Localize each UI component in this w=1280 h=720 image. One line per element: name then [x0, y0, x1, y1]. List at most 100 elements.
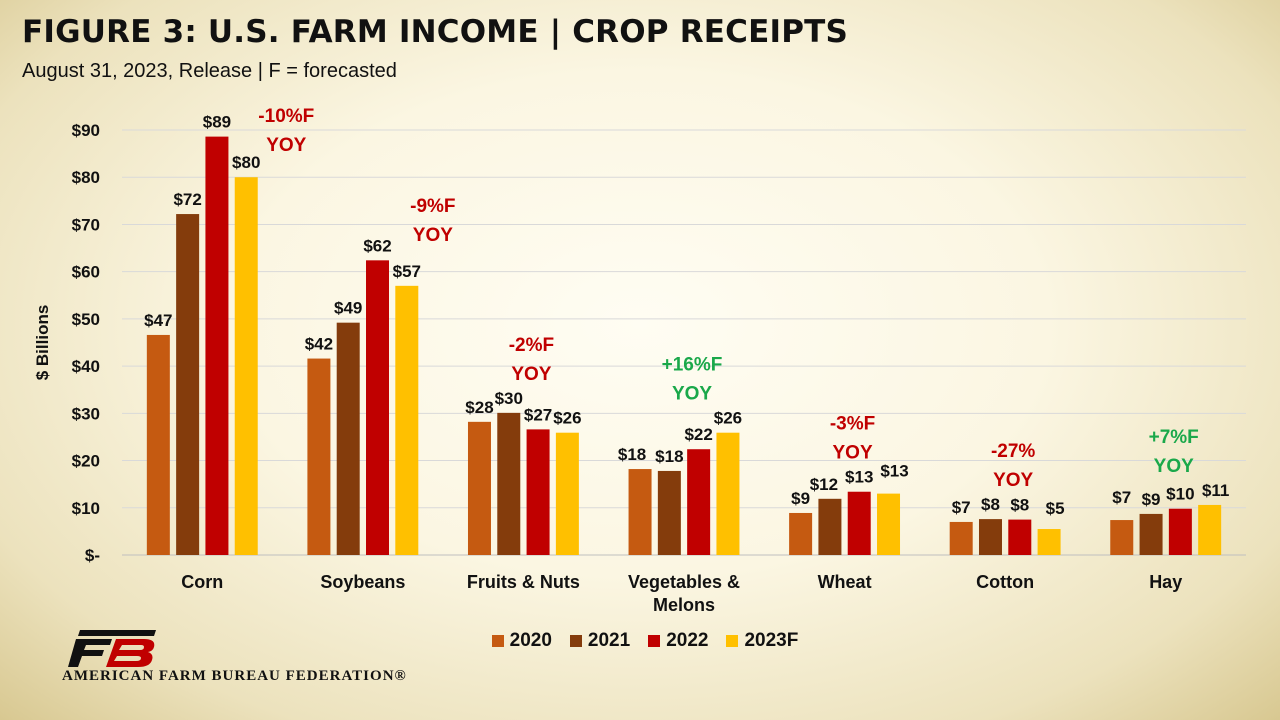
y-tick-label: $20 — [72, 452, 100, 471]
x-tick-label: Fruits & Nuts — [467, 572, 580, 592]
legend-item-2021: 2021 — [569, 630, 631, 652]
bar-chart: $- $10 $20 $30 $40 $50 $60 $70 $80 $90 $ Billions $… — [33, 106, 1246, 615]
bar-2021-1 — [336, 322, 360, 555]
fb-logo-text: FB — [66, 630, 68, 631]
chart-legend: 2020 2021 2022 2023F — [0, 628, 1280, 654]
data-label: $5 — [1046, 499, 1065, 518]
org-name: AMERICAN FARM BUREAU FEDERATION® — [62, 668, 407, 684]
yoy-annotation-label: YOY — [266, 135, 306, 156]
bar-2023f-2 — [555, 432, 579, 555]
data-label: $13 — [880, 462, 908, 481]
data-label: $80 — [232, 153, 260, 172]
bar-2022-6 — [1168, 508, 1192, 555]
bar-2020-4 — [789, 512, 813, 555]
y-tick-label: $10 — [72, 499, 100, 518]
data-label: $72 — [173, 190, 201, 209]
y-tick-label: $70 — [72, 215, 100, 234]
bar-2023f-4 — [877, 493, 901, 555]
data-label: $42 — [305, 335, 333, 354]
data-label: $30 — [495, 389, 523, 408]
data-label: $10 — [1166, 485, 1194, 504]
chart-title: FIGURE 3: U.S. FARM INCOME | CROP RECEIP… — [22, 14, 848, 50]
data-label: $89 — [203, 113, 231, 132]
y-tick-label: $- — [85, 546, 100, 565]
legend-swatch-2023f — [726, 635, 739, 647]
bar-2021-2 — [497, 412, 521, 555]
x-tick-label: Corn — [181, 572, 223, 592]
legend-label-2021: 2021 — [587, 630, 631, 651]
x-tick-label-line: Melons — [653, 595, 715, 615]
data-label: $7 — [952, 498, 971, 517]
bar-2021-3 — [657, 470, 681, 555]
bar-2020-3 — [628, 469, 652, 555]
y-tick-label: $50 — [72, 310, 100, 329]
data-label: $18 — [655, 447, 683, 466]
chart-subtitle: August 31, 2023, Release | F = forecaste… — [22, 60, 397, 82]
data-label: $22 — [684, 425, 712, 444]
legend-swatch-2022 — [648, 635, 661, 647]
legend-label-2022: 2022 — [666, 630, 709, 651]
x-tick-label-line: Wheat — [818, 572, 872, 592]
x-tick-label-line: Hay — [1149, 572, 1182, 592]
y-tick-label: $40 — [72, 357, 100, 376]
yoy-annotation: +16%F — [662, 355, 723, 376]
x-tick-label: Cotton — [976, 572, 1034, 592]
data-label: $11 — [1202, 481, 1229, 500]
legend-swatch-2020 — [491, 635, 504, 647]
x-tick-label-line: Corn — [181, 572, 223, 592]
y-axis-title: $ Billions — [33, 305, 52, 381]
bar-2022-4 — [847, 491, 871, 555]
legend-label-2023f: 2023F — [744, 630, 799, 651]
y-tick-label: $30 — [72, 404, 100, 423]
bar-2020-2 — [467, 421, 491, 555]
x-tick-label-line: Fruits & Nuts — [467, 572, 580, 592]
data-label: $57 — [393, 262, 421, 281]
data-label: $8 — [981, 495, 1000, 514]
x-tick-label-line: Cotton — [976, 572, 1034, 592]
y-tick-label: $80 — [72, 168, 100, 187]
legend-label-2020: 2020 — [509, 630, 552, 651]
y-tick-label: $60 — [72, 263, 100, 282]
legend-item-2022: 2022 — [648, 630, 708, 652]
data-label: $62 — [363, 236, 391, 255]
fb-logo-icon: FB — [66, 630, 156, 667]
bar-2022-1 — [366, 260, 390, 555]
data-label: $49 — [334, 299, 362, 318]
bar-2023f-6 — [1198, 504, 1222, 555]
legend-swatch-2021 — [569, 635, 582, 647]
bar-2021-6 — [1139, 513, 1163, 555]
y-tick-label: $90 — [72, 121, 100, 140]
data-label: $28 — [465, 398, 493, 417]
yoy-annotation-label: YOY — [672, 384, 712, 405]
yoy-annotation: -3%F — [830, 414, 875, 435]
data-label: $27 — [524, 405, 552, 424]
yoy-annotation: -2%F — [509, 335, 554, 356]
data-label: $26 — [553, 409, 581, 428]
yoy-annotation: -9%F — [410, 196, 455, 217]
yoy-annotation: -10%F — [258, 106, 314, 127]
bar-2021-4 — [818, 498, 842, 555]
yoy-annotation: +7%F — [1149, 427, 1199, 448]
bar-2022-2 — [526, 429, 550, 555]
yoy-annotation-label: YOY — [413, 225, 453, 246]
data-label: $47 — [144, 311, 172, 330]
bar-2020-1 — [307, 358, 331, 555]
x-tick-label: Soybeans — [320, 572, 405, 592]
bar-2020-0 — [146, 334, 170, 555]
x-tick-label-line: Soybeans — [320, 572, 405, 592]
yoy-annotation-label: YOY — [1154, 456, 1194, 477]
data-label: $9 — [1142, 490, 1161, 509]
data-label: $8 — [1010, 496, 1029, 515]
legend-item-2023f: 2023F — [726, 630, 798, 652]
legend-item-2020: 2020 — [491, 630, 552, 652]
bar-2023f-0 — [234, 177, 258, 555]
bar-2022-3 — [687, 449, 711, 555]
data-label: $7 — [1112, 488, 1131, 507]
bar-2022-5 — [1008, 519, 1032, 555]
yoy-annotation-label: YOY — [993, 470, 1033, 491]
bar-2022-0 — [205, 136, 229, 555]
bar-2023f-3 — [716, 432, 740, 555]
bar-2021-0 — [176, 214, 200, 556]
yoy-annotation: -27% — [991, 441, 1035, 462]
data-label: $13 — [845, 468, 873, 487]
